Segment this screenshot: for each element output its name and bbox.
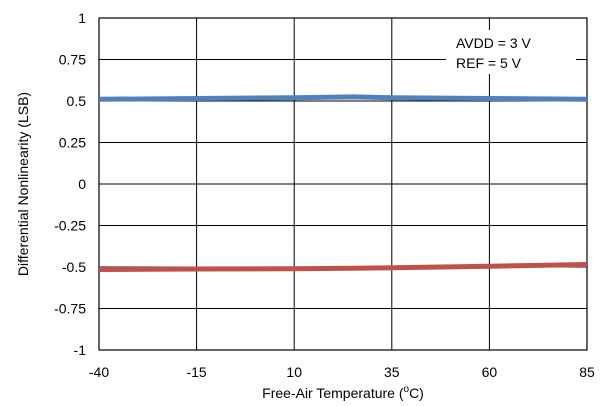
annotation-ref: REF = 5 V	[456, 55, 522, 71]
y-axis-label: Differential Nonlinearity (LSB)	[15, 92, 31, 276]
x-tick-label: 10	[286, 364, 302, 380]
y-tick-label: 0.25	[59, 135, 86, 151]
y-tick-labels: 1 0.75 0.5 0.25 0 -0.25 -0.5 -0.75 -1	[54, 10, 86, 358]
series-line-2	[98, 262, 588, 272]
x-tick-label: -15	[186, 364, 206, 380]
x-axis-label: Free-Air Temperature (oC)	[262, 384, 424, 401]
y-tick-label: 1	[78, 10, 86, 26]
x-tick-labels: -40 -15 10 35 60 85	[89, 364, 595, 380]
x-tick-label: 85	[579, 364, 595, 380]
y-tick-label: 0	[78, 176, 86, 192]
y-tick-label: -0.5	[62, 259, 86, 275]
series-line-1	[98, 94, 588, 102]
y-tick-label: -0.75	[54, 301, 86, 317]
x-tick-label: 35	[384, 364, 400, 380]
x-tick-label: -40	[89, 364, 109, 380]
y-tick-label: -0.25	[54, 218, 86, 234]
series-lines	[98, 94, 588, 272]
annotation-avdd: AVDD = 3 V	[456, 35, 531, 51]
y-tick-label: -1	[74, 342, 87, 358]
annotation-box	[446, 30, 576, 74]
x-tick-label: 60	[482, 364, 498, 380]
y-tick-label: 0.75	[59, 52, 86, 68]
y-tick-label: 0.5	[67, 93, 87, 109]
